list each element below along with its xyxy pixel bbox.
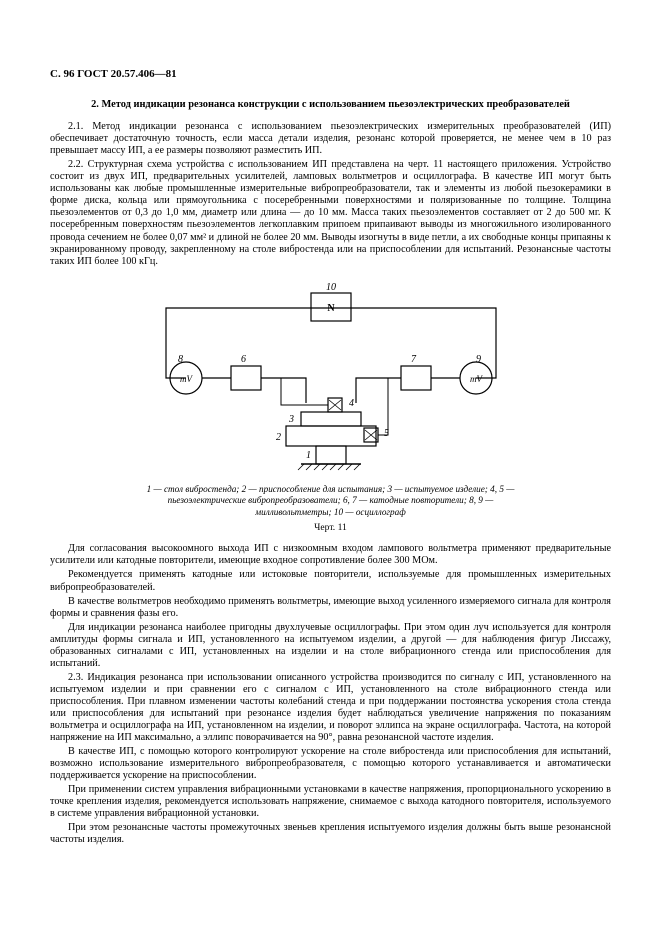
para-2-1: 2.1. Метод индикации резонанса с использ… xyxy=(50,121,611,157)
figure-label: Черт. 11 xyxy=(50,522,611,533)
label-5: 5 xyxy=(384,428,389,439)
label-4: 4 xyxy=(349,398,354,409)
label-3: 3 xyxy=(288,414,294,425)
meter-9-text: mV xyxy=(470,374,483,384)
meter-8-text: mV xyxy=(180,374,193,384)
para-c: В качестве вольтметров необходимо примен… xyxy=(50,596,611,620)
figure-diagram: 10 N 8 9 6 7 4 5 3 2 1 mV mV xyxy=(106,278,556,478)
label-1: 1 xyxy=(306,450,311,461)
para-a: Для согласования высокоомного выхода ИП … xyxy=(50,543,611,567)
section-title: 2. Метод индикации резонанса конструкции… xyxy=(50,99,611,111)
label-2: 2 xyxy=(276,432,281,443)
label-7: 7 xyxy=(411,354,417,365)
label-9: 9 xyxy=(476,354,481,365)
figure-caption: 1 — стол вибростенда; 2 — приспособление… xyxy=(141,484,521,519)
label-10: 10 xyxy=(326,282,336,293)
label-8: 8 xyxy=(178,354,183,365)
para-2-2: 2.2. Структурная схема устройства с испо… xyxy=(50,159,611,267)
para-2-3: 2.3. Индикация резонанса при использован… xyxy=(50,672,611,744)
para-b: Рекомендуется применять катодные или ист… xyxy=(50,569,611,593)
para-d: Для индикации резонанса наиболее пригодн… xyxy=(50,622,611,670)
osc-symbol: N xyxy=(327,303,335,314)
page-header: С. 96 ГОСТ 20.57.406—81 xyxy=(50,68,611,81)
para-f: При применении систем управления вибраци… xyxy=(50,784,611,820)
label-6: 6 xyxy=(241,354,246,365)
para-g: При этом резонансные частоты промежуточн… xyxy=(50,822,611,846)
para-e: В качестве ИП, с помощью которого контро… xyxy=(50,746,611,782)
